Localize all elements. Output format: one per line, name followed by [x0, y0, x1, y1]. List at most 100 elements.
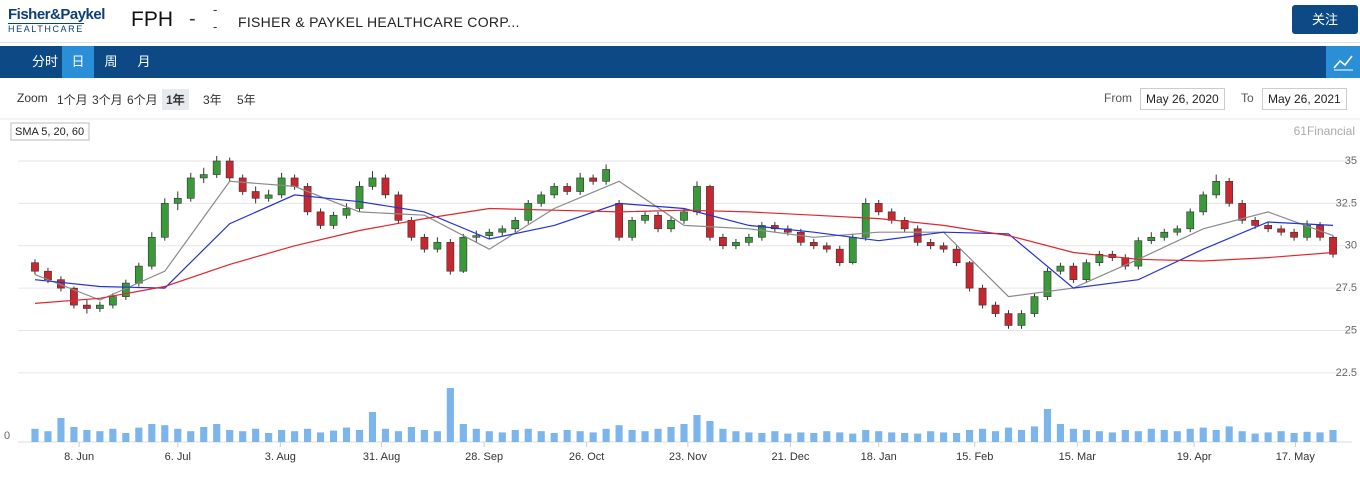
- tab[interactable]: 周: [104, 54, 118, 69]
- candle-body: [835, 248, 844, 264]
- candle-body: [498, 228, 507, 233]
- y-tick-label: 25: [1345, 324, 1357, 336]
- candle-body: [1004, 313, 1013, 326]
- volume-bar: [1082, 430, 1090, 442]
- candle-body: [900, 220, 909, 230]
- candle-body: [1056, 265, 1065, 272]
- candle-body: [550, 186, 559, 196]
- legend-box: [10, 122, 90, 141]
- volume-bar: [420, 430, 428, 442]
- to-date[interactable]: May 26, 2021: [1262, 88, 1347, 110]
- candle-body: [1277, 228, 1285, 233]
- candle-body: [472, 235, 481, 238]
- volume-bar: [537, 431, 545, 442]
- zoom-option[interactable]: 3个月: [92, 93, 123, 107]
- candle-body: [887, 211, 896, 221]
- candle-body: [420, 236, 429, 250]
- candle-body: [160, 203, 169, 238]
- candle-body: [978, 287, 987, 306]
- volume-bar: [667, 427, 675, 442]
- volume-bar: [291, 431, 299, 442]
- volume-bar: [200, 427, 208, 442]
- candle-body: [1017, 313, 1026, 326]
- volume-bar: [239, 431, 247, 442]
- tab[interactable]: 分时: [31, 54, 58, 69]
- change: -: [189, 8, 196, 30]
- volume-bar: [57, 418, 65, 442]
- volume-bar: [498, 432, 506, 442]
- candle-body: [524, 203, 533, 221]
- volume-bar: [226, 430, 234, 442]
- candle-body: [433, 242, 442, 250]
- zoom-option[interactable]: 1个月: [57, 93, 88, 107]
- candle-body: [368, 177, 377, 187]
- candle-body: [225, 160, 234, 179]
- volume-bar: [381, 428, 390, 442]
- volume-bar: [810, 433, 818, 442]
- volume-bar: [1251, 433, 1259, 442]
- volume-bar: [836, 432, 844, 442]
- volume-bar: [1277, 431, 1285, 442]
- price-bottom: -: [213, 19, 218, 34]
- to-label: To: [1241, 91, 1254, 105]
- volume-bar: [875, 431, 883, 442]
- candle-body: [342, 208, 351, 216]
- candle-body: [1186, 211, 1195, 230]
- volume-bar: [303, 428, 312, 442]
- volume-bar: [135, 427, 143, 442]
- company-name: FISHER & PAYKEL HEALTHCARE CORP...: [238, 14, 520, 30]
- volume-bar: [1160, 430, 1168, 442]
- tab[interactable]: 月: [137, 54, 151, 69]
- candle-body: [70, 287, 78, 306]
- volume-bar: [771, 431, 779, 442]
- candle-body: [809, 242, 818, 247]
- candle-body: [926, 242, 935, 247]
- candle-body: [485, 231, 494, 236]
- volume-bar: [862, 430, 870, 442]
- volume-bar: [265, 433, 273, 442]
- candle-body: [1147, 236, 1156, 241]
- credit: 61Financial: [1294, 124, 1355, 138]
- tab[interactable]: 日: [62, 46, 94, 78]
- volume-bar: [394, 431, 403, 442]
- candle-body: [316, 211, 325, 226]
- candle-body: [1251, 220, 1260, 226]
- candle-body: [745, 236, 753, 243]
- candle-body: [822, 245, 831, 250]
- volume-bar: [1212, 430, 1220, 442]
- volume-bar: [1056, 424, 1065, 442]
- candle-body: [212, 160, 221, 175]
- x-tick-label: 28. Sep: [465, 451, 503, 463]
- volume-bar: [1199, 427, 1207, 442]
- volume-bar: [654, 428, 662, 442]
- volume-bar: [485, 431, 493, 442]
- volume-bar: [888, 432, 896, 442]
- zoom-option[interactable]: 5年: [237, 93, 256, 107]
- candle-body: [355, 186, 364, 209]
- chart-icon[interactable]: [1326, 46, 1360, 78]
- volume-bar: [1004, 427, 1013, 442]
- volume-bar: [940, 432, 948, 442]
- zoom-option[interactable]: 3年: [203, 93, 222, 107]
- zoom-option[interactable]: 6个月: [127, 93, 158, 107]
- volume-bar: [797, 432, 805, 442]
- legend: SMA 5, 20, 60: [15, 126, 84, 138]
- candle-body: [134, 265, 143, 284]
- volume-bar: [1017, 430, 1026, 442]
- volume-bar: [342, 427, 351, 442]
- volume-bar: [524, 428, 532, 442]
- from-date[interactable]: May 26, 2020: [1140, 88, 1225, 110]
- x-tick-label: 17. May: [1276, 451, 1316, 463]
- volume-bar: [83, 430, 91, 442]
- candle-body: [83, 304, 91, 309]
- follow-button[interactable]: 关注: [1292, 5, 1358, 34]
- candle-body: [563, 186, 572, 192]
- candle-body: [1303, 225, 1311, 238]
- volume-bar: [991, 431, 1000, 442]
- symbol: FPH: [131, 8, 173, 31]
- zoom-option[interactable]: 1年: [162, 89, 189, 110]
- volume-bar: [446, 388, 454, 442]
- candle-body: [173, 197, 182, 204]
- candle-body: [446, 242, 455, 272]
- volume-bar: [31, 428, 39, 442]
